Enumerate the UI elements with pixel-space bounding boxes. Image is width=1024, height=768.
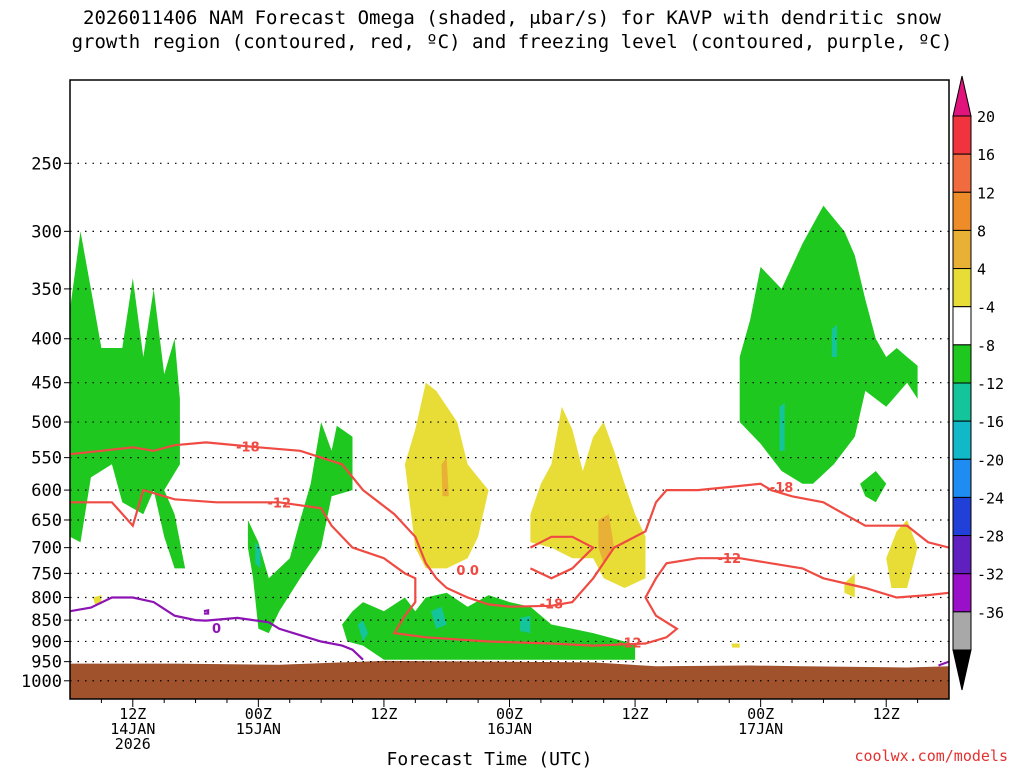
omega-region-descent-1 xyxy=(70,231,186,569)
x-tick-label: 12Z xyxy=(873,705,900,723)
plot-area: -18 -12 -18 -12 -12 -18 0 0 0 xyxy=(70,162,949,699)
credit-label: coolwx.com/models xyxy=(854,747,1008,765)
omega-region-descent-4 xyxy=(739,205,918,484)
colorbar-bin xyxy=(952,458,972,498)
y-tick-label: 600 xyxy=(31,481,62,501)
omega-region-strong-descent-2 xyxy=(357,620,369,642)
contour-label: -18 xyxy=(236,440,260,455)
omega-region-descent-5 xyxy=(860,471,887,503)
y-tick-label: 350 xyxy=(31,280,62,300)
y-tick-label: 500 xyxy=(31,413,62,433)
omega-region-ascent-6 xyxy=(731,643,740,648)
freezing-contour-1 xyxy=(203,608,210,615)
colorbar-label: -16 xyxy=(977,413,1004,431)
omega-region-strong-descent-3 xyxy=(431,606,447,629)
contour-label: 0 0 xyxy=(456,564,479,579)
colorbar-bin xyxy=(952,382,972,422)
y-tick-label: 900 xyxy=(31,632,62,652)
y-tick-label: 550 xyxy=(31,449,62,469)
x-tick-label: 2026 xyxy=(115,735,151,753)
y-tick-label: 950 xyxy=(31,653,62,673)
colorbar-bottom-arrow xyxy=(952,649,972,691)
colorbar-bin xyxy=(952,229,972,270)
colorbar-label: 12 xyxy=(977,184,995,202)
y-tick-label: 750 xyxy=(31,564,62,584)
colorbar-bin xyxy=(952,535,972,575)
omega-region-ascent-5 xyxy=(93,595,102,605)
contour-label: -18 xyxy=(540,597,564,612)
contour-label: -12 xyxy=(268,497,292,512)
omega-region-moderate-ascent-2 xyxy=(598,514,615,564)
terrain-fill xyxy=(70,660,949,699)
colorbar: 20 16 12 8 4 -4 -8 -12 -16 -20 -24 -28 -32 -36 xyxy=(952,75,1004,691)
x-tick-label: 00Z xyxy=(496,705,523,723)
y-tick-label: 800 xyxy=(31,588,62,608)
colorbar-bin xyxy=(952,191,972,231)
colorbar-label: -20 xyxy=(977,451,1004,469)
omega-region-strong-descent-6 xyxy=(831,324,837,357)
omega-region-strong-descent-5 xyxy=(779,402,785,451)
contour-label: -18 xyxy=(770,481,794,496)
y-tick-label: 300 xyxy=(31,222,62,242)
x-tick-label: 15JAN xyxy=(236,720,281,738)
y-tick-label: 1000 xyxy=(21,672,62,692)
freezing-contour-2 xyxy=(938,660,949,667)
colorbar-bin xyxy=(952,344,972,384)
colorbar-bin xyxy=(952,306,972,346)
x-tick-label: 17JAN xyxy=(738,720,783,738)
omega-region-strong-descent-1 xyxy=(255,542,261,569)
colorbar-bin xyxy=(952,268,972,308)
colorbar-bin xyxy=(952,153,972,193)
x-tick-label: 00Z xyxy=(747,705,774,723)
colorbar-label: -36 xyxy=(977,604,1004,622)
chart-title: 2026011406 NAM Forecast Omega (shaded, μ… xyxy=(71,7,953,53)
omega-region-ascent-2 xyxy=(530,406,646,588)
colorbar-label: -32 xyxy=(977,566,1004,584)
x-axis-label: Forecast Time (UTC) xyxy=(387,749,593,768)
colorbar-label: 8 xyxy=(977,222,986,240)
colorbar-bin xyxy=(952,611,972,651)
colorbar-label: -4 xyxy=(977,299,995,317)
colorbar-top-arrow xyxy=(952,75,972,117)
colorbar-bin xyxy=(952,420,972,460)
axes: 2503003504004505005506006507007508008509… xyxy=(21,79,950,768)
y-tick-label: 650 xyxy=(31,511,62,531)
y-tick-label: 400 xyxy=(31,330,62,350)
dgz-contour-0 xyxy=(70,441,949,608)
x-tick-label: 00Z xyxy=(245,705,272,723)
colorbar-bin xyxy=(952,573,972,613)
colorbar-label: 20 xyxy=(977,108,995,126)
colorbar-bin xyxy=(952,115,972,155)
colorbar-label: -8 xyxy=(977,337,995,355)
colorbar-label: 16 xyxy=(977,146,995,164)
x-tick-label: 16JAN xyxy=(487,720,532,738)
y-tick-label: 450 xyxy=(31,374,62,394)
dgz-contour-2 xyxy=(529,535,596,580)
omega-region-moderate-ascent-1 xyxy=(441,457,449,497)
colorbar-label: -12 xyxy=(977,375,1004,393)
y-tick-label: 700 xyxy=(31,539,62,559)
omega-region-strong-descent-4 xyxy=(520,615,531,634)
contour-label: 0 xyxy=(212,622,221,637)
x-tick-label: 12Z xyxy=(119,705,146,723)
y-tick-label: 850 xyxy=(31,611,62,631)
dgz-contour-1 xyxy=(70,488,949,647)
x-tick-label: 12Z xyxy=(370,705,397,723)
freezing-contour-0 xyxy=(70,596,364,661)
contour-label: -12 xyxy=(618,637,642,652)
plot-clip-group: -18 -12 -18 -12 -12 -18 0 0 0 xyxy=(70,162,949,699)
omega-region-ascent-3 xyxy=(886,520,918,588)
contour-label: -12 xyxy=(718,552,742,567)
x-tick-label: 12Z xyxy=(622,705,649,723)
colorbar-bin xyxy=(952,496,972,537)
y-tick-label: 250 xyxy=(31,154,62,174)
colorbar-label: 4 xyxy=(977,261,986,279)
colorbar-label: -24 xyxy=(977,489,1004,507)
omega-region-descent-2 xyxy=(247,422,353,634)
omega-region-descent-3 xyxy=(342,592,636,660)
x-tick-label: 14JAN xyxy=(110,720,155,738)
colorbar-label: -28 xyxy=(977,528,1004,546)
